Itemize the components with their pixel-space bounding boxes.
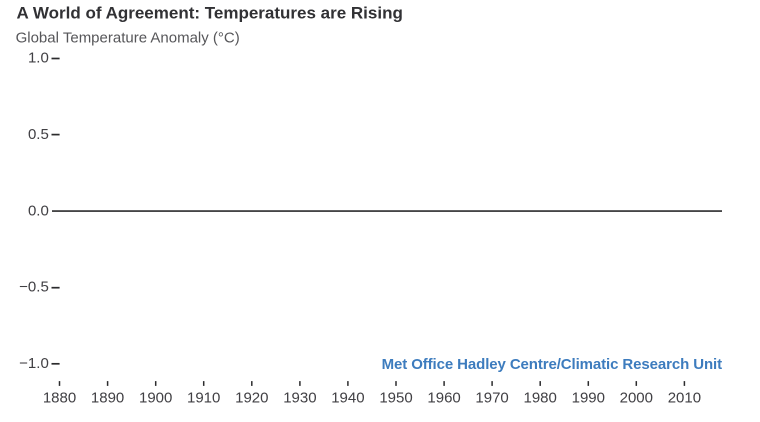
- svg-text:Met Office Hadley Centre/Clima: Met Office Hadley Centre/Climatic Resear…: [382, 356, 723, 373]
- svg-text:1970: 1970: [475, 389, 508, 406]
- svg-text:−0.5: −0.5: [19, 279, 49, 296]
- svg-text:1880: 1880: [43, 389, 76, 406]
- svg-text:1960: 1960: [427, 389, 460, 406]
- svg-text:1990: 1990: [572, 389, 605, 406]
- svg-text:1950: 1950: [379, 389, 412, 406]
- svg-text:1920: 1920: [235, 389, 268, 406]
- svg-text:Global Temperature Anomaly (°C: Global Temperature Anomaly (°C): [16, 29, 240, 46]
- svg-text:2010: 2010: [668, 389, 701, 406]
- svg-text:1.0: 1.0: [28, 50, 49, 67]
- svg-text:2000: 2000: [620, 389, 653, 406]
- svg-text:1930: 1930: [283, 389, 316, 406]
- svg-text:1910: 1910: [187, 389, 220, 406]
- svg-text:A World of Agreement: Temperat: A World of Agreement: Temperatures are R…: [17, 3, 403, 22]
- svg-text:0.5: 0.5: [28, 126, 49, 143]
- svg-text:1940: 1940: [331, 389, 364, 406]
- svg-text:1980: 1980: [524, 389, 557, 406]
- svg-text:−1.0: −1.0: [19, 355, 49, 372]
- svg-text:0.0: 0.0: [28, 202, 49, 219]
- svg-text:1890: 1890: [91, 389, 124, 406]
- svg-text:1900: 1900: [139, 389, 172, 406]
